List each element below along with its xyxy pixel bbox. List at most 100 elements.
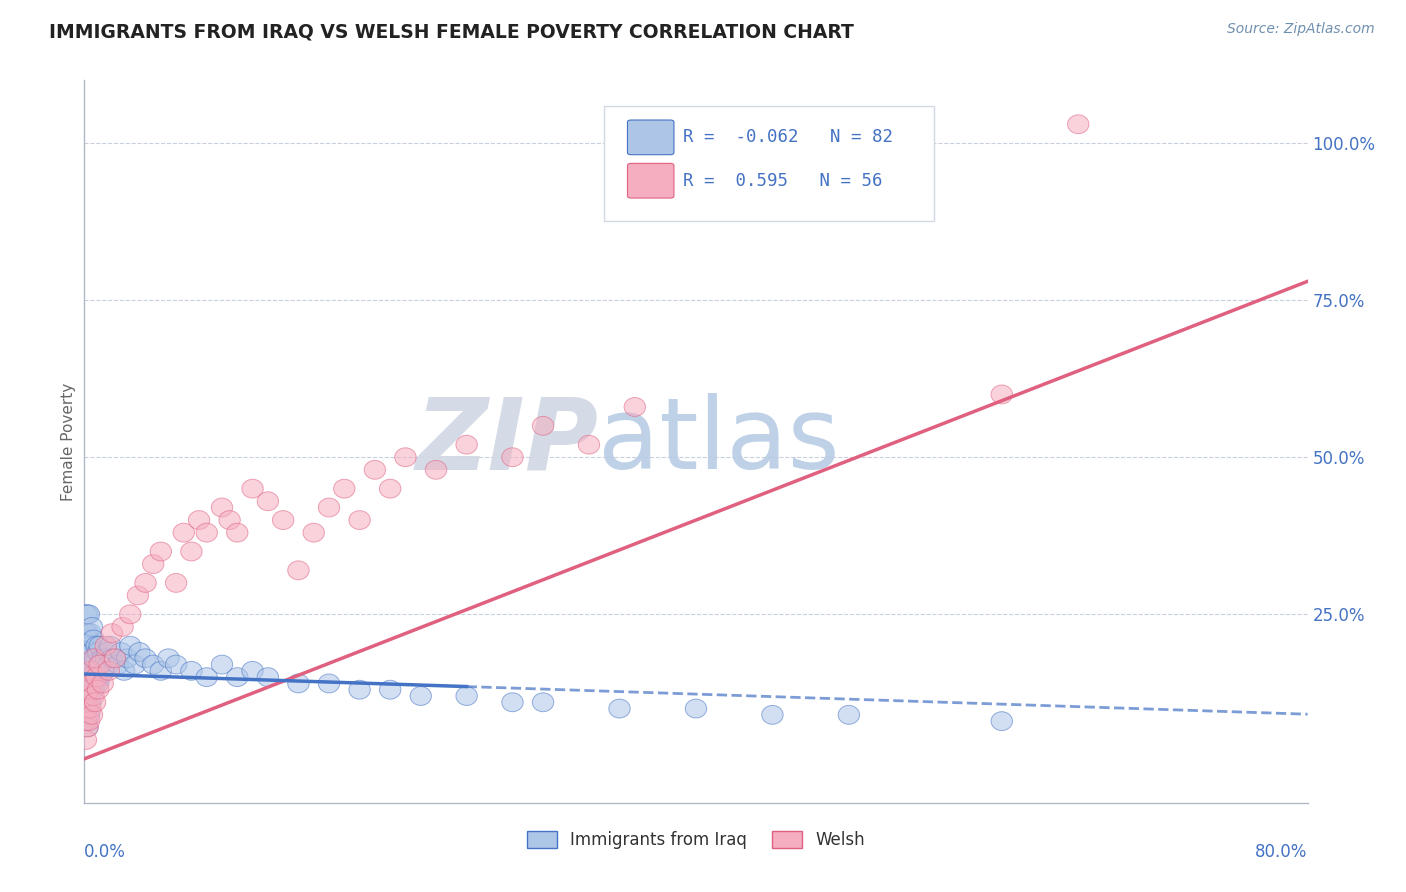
Ellipse shape	[195, 524, 218, 542]
Ellipse shape	[80, 662, 101, 681]
Ellipse shape	[533, 693, 554, 712]
Ellipse shape	[120, 605, 141, 624]
Ellipse shape	[219, 510, 240, 530]
Ellipse shape	[84, 648, 105, 668]
Ellipse shape	[90, 655, 112, 674]
Ellipse shape	[124, 655, 146, 674]
Ellipse shape	[75, 699, 97, 718]
Ellipse shape	[120, 636, 141, 655]
Ellipse shape	[77, 636, 98, 655]
Y-axis label: Female Poverty: Female Poverty	[60, 383, 76, 500]
Ellipse shape	[86, 668, 107, 687]
Ellipse shape	[157, 648, 179, 668]
Ellipse shape	[97, 642, 118, 662]
Ellipse shape	[77, 668, 98, 687]
Ellipse shape	[87, 681, 108, 699]
FancyBboxPatch shape	[605, 105, 935, 221]
Ellipse shape	[75, 668, 97, 687]
Ellipse shape	[991, 712, 1012, 731]
Ellipse shape	[79, 662, 100, 681]
Ellipse shape	[257, 668, 278, 687]
Ellipse shape	[127, 586, 149, 605]
Ellipse shape	[83, 687, 104, 706]
Ellipse shape	[112, 617, 134, 636]
Ellipse shape	[181, 662, 202, 681]
Ellipse shape	[84, 693, 105, 712]
Ellipse shape	[578, 435, 599, 454]
Text: 80.0%: 80.0%	[1256, 843, 1308, 861]
Ellipse shape	[77, 718, 98, 737]
Ellipse shape	[84, 674, 105, 693]
Ellipse shape	[89, 636, 110, 655]
Ellipse shape	[288, 561, 309, 580]
Ellipse shape	[411, 687, 432, 706]
Ellipse shape	[1067, 115, 1088, 134]
Ellipse shape	[380, 479, 401, 498]
Ellipse shape	[117, 648, 138, 668]
Ellipse shape	[838, 706, 859, 724]
Ellipse shape	[77, 687, 98, 706]
Legend: Immigrants from Iraq, Welsh: Immigrants from Iraq, Welsh	[520, 824, 872, 856]
Ellipse shape	[75, 648, 97, 668]
Ellipse shape	[79, 681, 100, 699]
Ellipse shape	[426, 460, 447, 479]
Ellipse shape	[195, 668, 218, 687]
Text: Source: ZipAtlas.com: Source: ZipAtlas.com	[1227, 22, 1375, 37]
Ellipse shape	[75, 712, 97, 731]
Ellipse shape	[107, 655, 129, 674]
Ellipse shape	[75, 636, 97, 655]
Ellipse shape	[318, 674, 340, 693]
Ellipse shape	[273, 510, 294, 530]
Ellipse shape	[349, 681, 370, 699]
Ellipse shape	[91, 674, 114, 693]
Ellipse shape	[87, 642, 108, 662]
Ellipse shape	[77, 699, 98, 718]
Ellipse shape	[502, 448, 523, 467]
Ellipse shape	[82, 642, 103, 662]
Ellipse shape	[77, 718, 98, 737]
FancyBboxPatch shape	[627, 163, 673, 198]
Ellipse shape	[533, 417, 554, 435]
Ellipse shape	[83, 655, 104, 674]
Ellipse shape	[96, 648, 117, 668]
Ellipse shape	[762, 706, 783, 724]
Ellipse shape	[75, 655, 97, 674]
Text: R =  0.595   N = 56: R = 0.595 N = 56	[682, 172, 882, 190]
Ellipse shape	[80, 674, 101, 693]
Ellipse shape	[82, 668, 103, 687]
Ellipse shape	[80, 693, 101, 712]
Text: IMMIGRANTS FROM IRAQ VS WELSH FEMALE POVERTY CORRELATION CHART: IMMIGRANTS FROM IRAQ VS WELSH FEMALE POV…	[49, 22, 853, 41]
Ellipse shape	[101, 648, 122, 668]
Ellipse shape	[98, 655, 120, 674]
Ellipse shape	[257, 491, 278, 510]
Ellipse shape	[87, 674, 108, 693]
Ellipse shape	[82, 617, 103, 636]
Ellipse shape	[114, 662, 135, 681]
Ellipse shape	[211, 655, 232, 674]
Ellipse shape	[318, 498, 340, 517]
Ellipse shape	[364, 460, 385, 479]
Ellipse shape	[82, 674, 103, 693]
Ellipse shape	[79, 642, 100, 662]
Ellipse shape	[110, 642, 132, 662]
Ellipse shape	[104, 648, 125, 668]
Ellipse shape	[242, 479, 263, 498]
Ellipse shape	[75, 605, 97, 624]
Ellipse shape	[89, 668, 110, 687]
Ellipse shape	[135, 574, 156, 592]
Ellipse shape	[86, 636, 107, 655]
Text: atlas: atlas	[598, 393, 839, 490]
Ellipse shape	[75, 681, 97, 699]
Ellipse shape	[77, 605, 98, 624]
Ellipse shape	[304, 524, 325, 542]
Ellipse shape	[75, 712, 97, 731]
Ellipse shape	[211, 498, 232, 517]
Ellipse shape	[150, 542, 172, 561]
Ellipse shape	[991, 385, 1012, 404]
Ellipse shape	[181, 542, 202, 561]
Ellipse shape	[288, 674, 309, 693]
Ellipse shape	[80, 636, 101, 655]
Ellipse shape	[79, 706, 100, 724]
Ellipse shape	[82, 706, 103, 724]
Ellipse shape	[188, 510, 209, 530]
